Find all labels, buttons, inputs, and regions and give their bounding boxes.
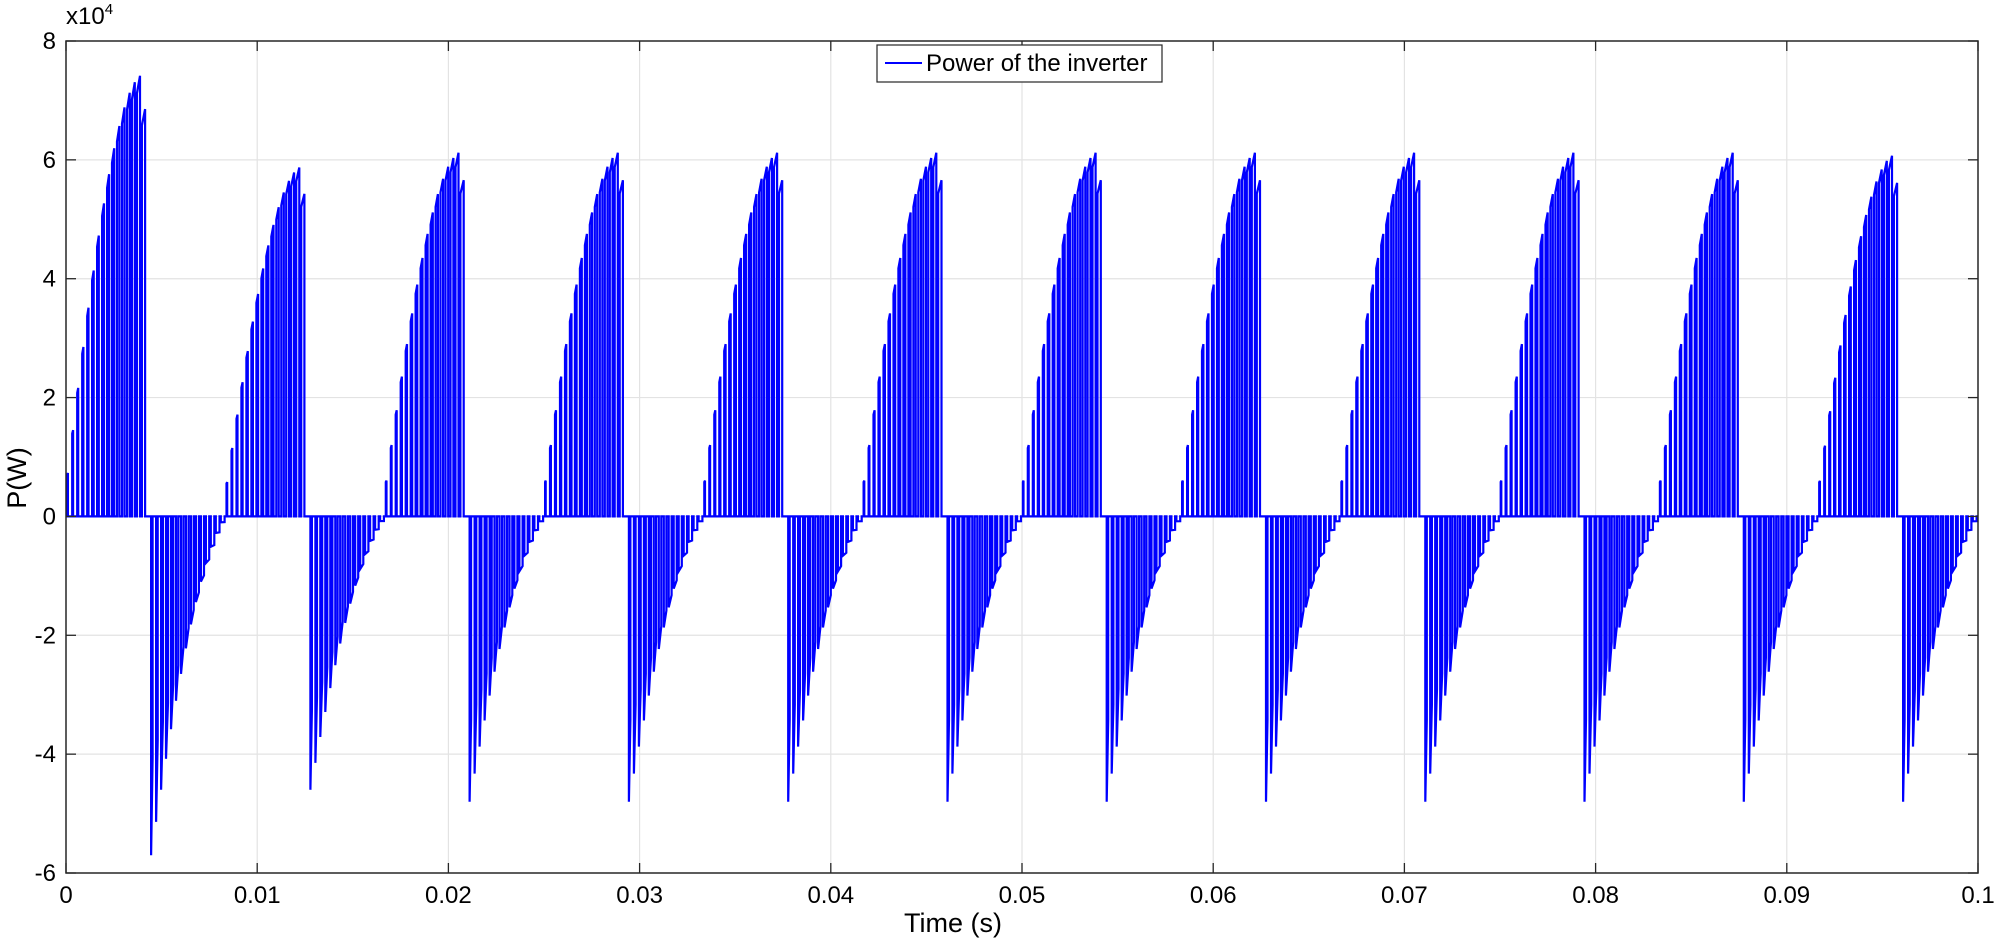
y-tick-label: 4 xyxy=(43,266,56,293)
x-tick-label: 0.09 xyxy=(1763,882,1810,909)
x-tick-label: 0.01 xyxy=(234,882,281,909)
legend-label: Power of the inverter xyxy=(926,50,1147,77)
y-tick-label: 8 xyxy=(43,28,56,55)
x-tick-label: 0.07 xyxy=(1381,882,1428,909)
x-tick-label: 0.04 xyxy=(807,882,854,909)
x-tick-label: 0.02 xyxy=(425,882,472,909)
y-tick-label: 0 xyxy=(43,503,56,530)
y-tick-label: -2 xyxy=(35,622,56,649)
y-tick-label: -4 xyxy=(35,741,56,768)
legend: Power of the inverter xyxy=(876,44,1163,83)
y-tick-label: 2 xyxy=(43,385,56,412)
series-line-power-of-the-inverter xyxy=(66,75,1978,856)
y-tick-label: 6 xyxy=(43,147,56,174)
y-exponent-label: x104 xyxy=(66,1,113,30)
y-axis-label: P(W) xyxy=(2,447,32,508)
x-tick-label: 0.08 xyxy=(1572,882,1619,909)
x-tick-label: 0.1 xyxy=(1961,882,1994,909)
x-tick-label: 0.05 xyxy=(999,882,1046,909)
x-tick-label: 0.03 xyxy=(616,882,663,909)
series-power-of-the-inverter xyxy=(66,75,1978,856)
legend-box xyxy=(876,44,1163,83)
x-tick-labels: 0 0.01 0.02 0.03 0.04 0.05 0.06 0.07 0.08 0.09 0.1 xyxy=(59,882,1994,909)
x-tick-label: 0 xyxy=(59,882,72,909)
x-tick-label: 0.06 xyxy=(1190,882,1237,909)
y-tick-label: -6 xyxy=(35,860,56,887)
y-tick-labels: -6 -4 -2 0 2 4 6 8 xyxy=(35,28,56,887)
x-axis-label: Time (s) xyxy=(904,908,1002,938)
